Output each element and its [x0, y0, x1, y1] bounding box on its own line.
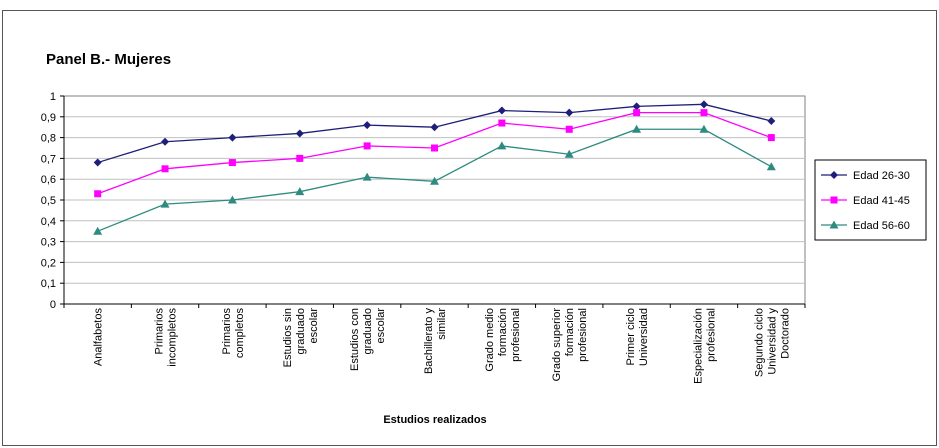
data-point-series-1: [767, 116, 776, 125]
data-point-series-3: [430, 176, 439, 185]
legend-label: Edad 41-45: [853, 195, 910, 207]
x-tick-label: graduado: [295, 308, 307, 355]
x-tick-label: Primarios: [154, 308, 166, 355]
y-tick-label: 0,5: [41, 195, 56, 207]
y-tick-label: 0,7: [41, 153, 56, 165]
x-tick-label: Bachillerato y: [423, 308, 435, 375]
x-tick-label: profesional: [705, 308, 717, 362]
y-tick-label: 0,3: [41, 237, 56, 249]
x-tick-label: similar: [436, 308, 448, 340]
y-tick-label: 0,6: [41, 174, 56, 186]
x-tick-label: profesional: [577, 308, 589, 362]
data-point-series-3: [295, 187, 305, 196]
chart-frame: [2, 10, 937, 446]
y-tick-label: 1: [50, 91, 56, 103]
data-point-series-2: [363, 142, 371, 150]
data-point-series-2: [565, 125, 573, 133]
legend-label: Edad 26-30: [853, 170, 910, 182]
data-point-series-3: [564, 149, 574, 158]
data-point-series-1: [699, 100, 708, 109]
x-tick-label: Analfabetos: [93, 308, 105, 367]
x-tick-label: completos: [234, 308, 246, 359]
x-tick-label: profesional: [510, 308, 522, 362]
data-point-series-3: [160, 199, 170, 208]
y-tick-label: 0: [50, 299, 56, 311]
plot-area: 0 0,1 0,2 0,3 0,4 0,5 0,6 0,7 0,8 0,9 1 Analfabetos…: [41, 91, 806, 384]
x-tick-label: Estudios sin: [282, 308, 294, 367]
data-point-series-2: [498, 119, 506, 127]
x-tick-label: Primarios: [221, 308, 233, 355]
legend-marker: [830, 171, 838, 179]
data-point-series-1: [565, 108, 574, 117]
data-point-series-3: [699, 124, 709, 133]
data-point-series-3: [766, 162, 776, 171]
x-tick-label: Doctorado: [779, 308, 791, 359]
y-tick-label: 0,9: [41, 112, 56, 124]
data-point-series-1: [161, 137, 170, 146]
legend-label: Edad 56-60: [853, 220, 910, 232]
data-point-series-2: [161, 165, 169, 173]
y-tick-label: 0,8: [41, 133, 56, 145]
legend: Edad 26-30 Edad 41-45 Edad 56-60: [814, 159, 927, 241]
data-point-series-3: [227, 195, 237, 204]
x-tick-label: formación: [497, 308, 509, 356]
data-point-series-1: [93, 158, 102, 167]
data-point-series-3: [497, 141, 507, 150]
x-tick-label: Estudios con: [349, 308, 361, 371]
data-point-series-3: [632, 124, 642, 133]
data-point-series-1: [228, 133, 237, 142]
data-point-series-1: [632, 102, 641, 111]
data-point-series-3: [362, 172, 372, 181]
x-tick-label: formación: [564, 308, 576, 356]
y-tick-label: 0,2: [41, 257, 56, 269]
x-tick-label: Grado superior: [551, 308, 563, 382]
y-tick-label: 0,4: [41, 216, 56, 228]
x-tick-label: Universidad y: [766, 308, 778, 375]
legend-marker: [829, 220, 839, 229]
data-point-series-2: [94, 190, 102, 198]
chart-title: Panel B.- Mujeres: [46, 51, 171, 68]
x-tick-label: Universidad: [638, 308, 650, 366]
data-point-series-1: [430, 123, 439, 132]
x-tick-label: escolar: [308, 308, 320, 344]
data-point-series-1: [363, 121, 372, 130]
x-axis-title: Estudios realizados: [383, 414, 486, 426]
legend-marker: [830, 196, 838, 204]
x-tick-label: incompletos: [167, 308, 179, 367]
data-point-series-2: [700, 109, 708, 117]
data-point-series-2: [767, 134, 775, 142]
x-tick-label: Segundo ciclo: [753, 308, 765, 377]
x-tick-label: escolar: [375, 308, 387, 344]
y-tick-label: 0,1: [41, 278, 56, 290]
data-point-series-1: [295, 129, 304, 138]
x-tick-label: Primer ciclo: [625, 308, 637, 365]
x-tick-label: graduado: [362, 308, 374, 355]
x-tick-label: Especialización: [692, 308, 704, 384]
data-point-series-3: [93, 226, 103, 235]
data-point-series-2: [228, 159, 236, 167]
data-point-series-2: [296, 154, 304, 162]
data-point-series-2: [633, 109, 641, 117]
data-point-series-2: [431, 144, 438, 152]
data-point-series-1: [497, 106, 506, 115]
x-tick-label: Grado medio: [484, 308, 496, 372]
